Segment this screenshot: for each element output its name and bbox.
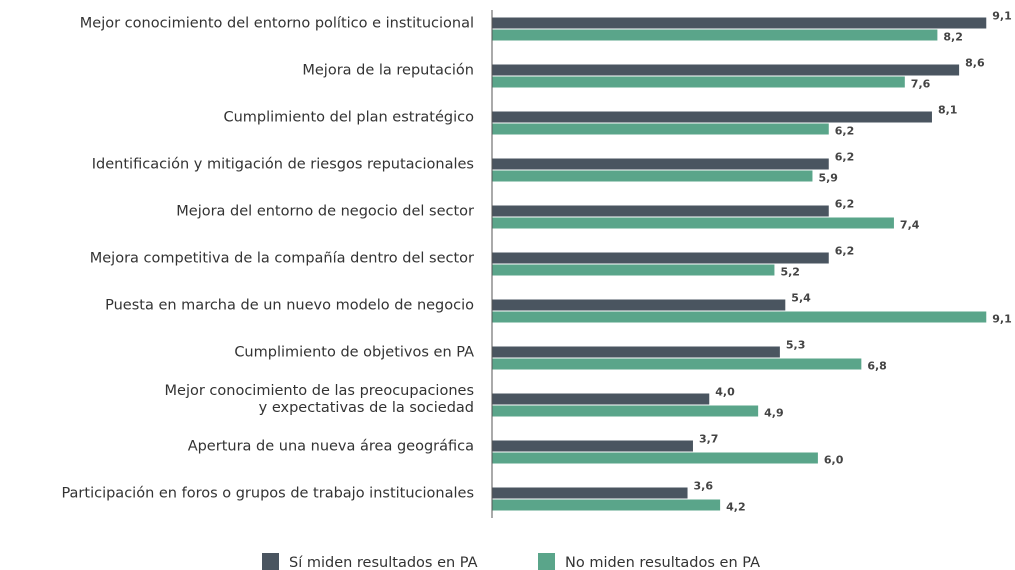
bar [492,440,693,452]
value-label: 5,2 [780,266,800,279]
legend-label: No miden resultados en PA [565,555,760,570]
value-label: 3,6 [694,480,714,493]
bar [492,311,987,323]
value-label: 6,0 [824,454,844,467]
category-label: Mejora de la reputación [302,62,474,78]
value-label: 6,2 [835,245,855,258]
bar [492,346,780,358]
value-label: 8,2 [943,31,963,44]
value-label: 5,3 [786,339,806,352]
bar [492,405,759,417]
value-label: 4,0 [715,386,735,399]
value-label: 4,9 [764,407,784,420]
value-label: 6,2 [835,125,855,138]
bar [492,158,829,170]
legend-swatch [262,553,279,570]
legend-swatch [538,553,555,570]
bar [492,64,960,76]
category-label: Cumplimiento del plan estratégico [223,109,474,125]
bar [492,358,862,370]
bar [492,452,818,464]
value-label: 6,2 [835,151,855,164]
category-label: Mejor conocimiento del entorno político … [79,15,474,31]
category-label: Mejor conocimiento de las preocupaciones… [164,382,474,416]
bar [492,487,688,499]
value-label: 6,2 [835,198,855,211]
value-label: 9,1 [992,10,1012,23]
bar [492,393,710,405]
legend-label: Sí miden resultados en PA [289,555,478,570]
bar [492,76,905,88]
bar [492,299,786,311]
bar [492,170,813,182]
bar [492,499,721,511]
category-label: Puesta en marcha de un nuevo modelo de n… [105,297,474,313]
value-label: 6,8 [867,360,887,373]
value-label: 3,7 [699,433,719,446]
bar [492,17,987,29]
category-label: Cumplimiento de objetivos en PA [234,344,474,360]
value-label: 9,1 [992,313,1012,326]
value-label: 7,6 [911,78,931,91]
bar [492,123,829,135]
bar [492,205,829,217]
bar [492,29,938,41]
value-label: 8,1 [938,104,958,117]
value-label: 4,2 [726,501,746,514]
category-label: Mejora del entorno de negocio del sector [176,203,474,219]
bar [492,217,894,229]
category-label: Apertura de una nueva área geográfica [187,438,474,454]
category-label: Participación en foros o grupos de traba… [61,485,474,501]
category-label: Identificación y mitigación de riesgos r… [91,156,474,172]
value-label: 7,4 [900,219,920,232]
value-label: 5,9 [818,172,838,185]
bar [492,252,829,264]
bar [492,111,932,123]
value-label: 5,4 [791,292,811,305]
value-label: 8,6 [965,57,985,70]
bar [492,264,775,276]
category-label: Mejora competitiva de la compañía dentro… [89,250,474,266]
